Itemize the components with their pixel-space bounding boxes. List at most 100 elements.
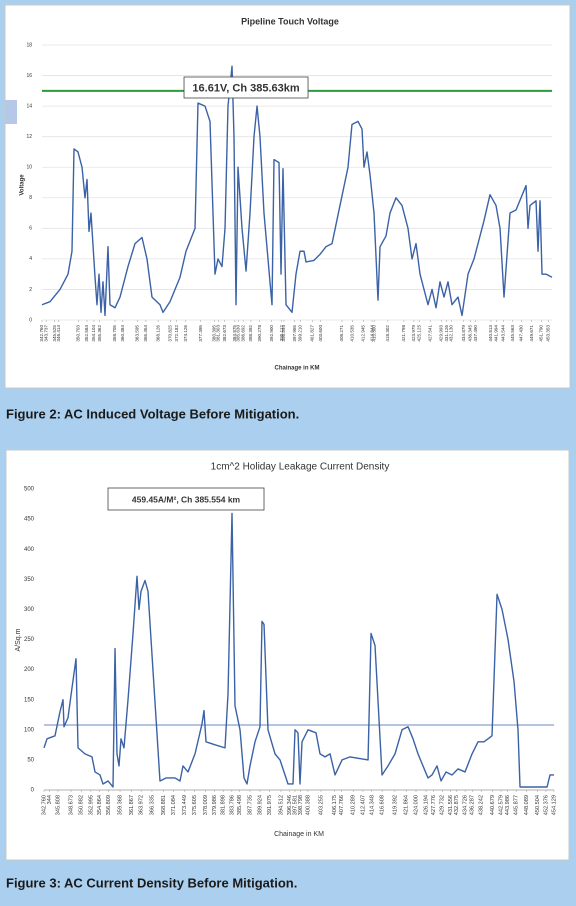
- annotation: 459.45A/M², Ch 385.554 km: [132, 494, 241, 504]
- x-tick-label: 354.864: [97, 795, 103, 815]
- x-tick-label: 350.882: [79, 795, 85, 815]
- y-tick-label: 12: [26, 134, 32, 140]
- x-tick-label: 381.898: [221, 795, 227, 815]
- x-tick-label: 352.995: [88, 795, 94, 815]
- x-tick-label: 348.673: [69, 795, 75, 815]
- x-tick-label: 385.630: [236, 325, 241, 342]
- y-axis-label: Voltage: [20, 174, 26, 196]
- x-tick-label: 442.579: [499, 795, 505, 815]
- x-tick-label: 410.289: [351, 795, 357, 815]
- x-tick-label: 454.129: [551, 795, 557, 815]
- x-tick-label: 427.541: [427, 325, 432, 342]
- x-tick-label: 427.776: [431, 795, 437, 815]
- y-tick-label: 100: [24, 727, 35, 733]
- x-tick-label: 346.414: [56, 325, 61, 342]
- x-tick-label: 429.993: [439, 325, 444, 342]
- y-tick-label: 250: [24, 637, 35, 643]
- x-tick-label: 443.986: [505, 795, 511, 815]
- x-tick-label: 436.287: [470, 795, 476, 815]
- x-tick-label: 421.864: [404, 795, 410, 815]
- x-tick-label: 415.300: [371, 325, 376, 342]
- x-tick-label: 370.825: [168, 325, 173, 342]
- x-tick-label: 398.798: [298, 795, 304, 815]
- x-tick-label: 356.809: [106, 795, 112, 815]
- x-tick-label: 418.302: [385, 325, 390, 342]
- x-tick-label: 425.125: [416, 325, 421, 342]
- x-tick-label: 396.346: [287, 795, 293, 815]
- y-tick-label: 0: [29, 317, 32, 323]
- x-tick-label: 383.786: [229, 795, 235, 815]
- y-tick-label: 0: [31, 788, 35, 794]
- x-tick-label: 445.563: [510, 325, 515, 342]
- x-tick-label: 440.813: [488, 325, 493, 342]
- x-tick-label: 443.544: [501, 325, 506, 342]
- side-marker: [5, 100, 17, 124]
- annotation-box: [183, 76, 309, 99]
- x-tick-label: 397.955: [292, 325, 297, 342]
- y-tick-label: 400: [24, 547, 35, 553]
- x-tick-label: 372.182: [174, 325, 179, 342]
- x-tick-label: 344: [47, 795, 53, 804]
- x-tick-label: 359.368: [118, 795, 124, 815]
- x-tick-label: 431.126: [444, 325, 449, 342]
- x-tick-label: 449.671: [529, 325, 534, 342]
- x-tick-label: 371.084: [171, 795, 177, 815]
- x-tick-label: 379.986: [212, 795, 218, 815]
- x-tick-label: 361.867: [129, 795, 135, 815]
- x-tick-label: 390.278: [257, 325, 262, 342]
- x-tick-label: 416.608: [380, 795, 386, 815]
- x-tick-label: 391.975: [267, 795, 273, 815]
- x-tick-label: 426.194: [424, 795, 430, 815]
- x-tick-label: 399.210: [298, 325, 303, 342]
- y-tick-label: 10: [26, 165, 32, 171]
- x-tick-label: 407.766: [339, 795, 345, 815]
- x-axis-label: Chainage in KM: [274, 366, 319, 372]
- y-tick-label: 18: [26, 42, 32, 48]
- x-tick-label: 345.808: [55, 795, 61, 815]
- figure-caption: Figure 3: AC Current Density Before Miti…: [6, 875, 297, 890]
- x-tick-label: 342.760: [41, 795, 47, 815]
- chart-panel: [5, 449, 570, 861]
- x-tick-label: 374.126: [183, 325, 188, 342]
- y-axis-label: A/Sq.m: [15, 628, 22, 651]
- x-tick-label: 432.875: [454, 795, 460, 815]
- x-tick-label: 412.407: [360, 795, 366, 815]
- x-tick-label: 397.581: [293, 795, 299, 815]
- x-tick-label: 401.827: [310, 325, 315, 342]
- y-tick-label: 350: [24, 577, 35, 583]
- x-tick-label: 434.726: [463, 795, 469, 815]
- x-tick-label: 380.395: [212, 325, 217, 342]
- x-tick-label: 403.600: [318, 325, 323, 342]
- x-tick-label: 406.175: [332, 795, 338, 815]
- x-tick-label: 421.798: [401, 325, 406, 342]
- x-tick-label: 355.362: [97, 325, 102, 342]
- x-tick-label: 453.353: [546, 325, 551, 342]
- y-tick-label: 16: [26, 73, 32, 79]
- x-tick-label: 451.790: [538, 325, 543, 342]
- y-tick-label: 50: [27, 757, 34, 763]
- x-tick-label: 437.490: [473, 325, 478, 342]
- x-tick-label: 447.430: [518, 325, 523, 342]
- x-tick-label: 445.877: [514, 795, 520, 815]
- x-tick-label: 386.692: [240, 325, 245, 342]
- y-tick-label: 6: [29, 226, 32, 232]
- x-tick-label: 375.605: [192, 795, 198, 815]
- y-tick-label: 500: [24, 487, 35, 493]
- x-tick-label: 434.879: [461, 325, 466, 342]
- x-tick-label: 395.594: [281, 325, 286, 342]
- x-tick-label: 394.512: [278, 795, 284, 815]
- x-tick-label: 366.335: [149, 795, 155, 815]
- x-tick-label: 363.972: [139, 795, 145, 815]
- x-tick-label: 436.345: [468, 325, 473, 342]
- x-tick-label: 392.900: [269, 325, 274, 342]
- x-tick-label: 358.705: [112, 325, 117, 342]
- x-tick-label: 373.449: [182, 795, 188, 815]
- data-line: [43, 512, 554, 788]
- x-tick-label: 388.392: [248, 325, 253, 342]
- x-tick-label: 382.673: [222, 325, 227, 342]
- y-tick-label: 200: [24, 667, 35, 673]
- y-tick-label: 2: [29, 287, 32, 293]
- x-tick-label: 342.760: [39, 325, 44, 342]
